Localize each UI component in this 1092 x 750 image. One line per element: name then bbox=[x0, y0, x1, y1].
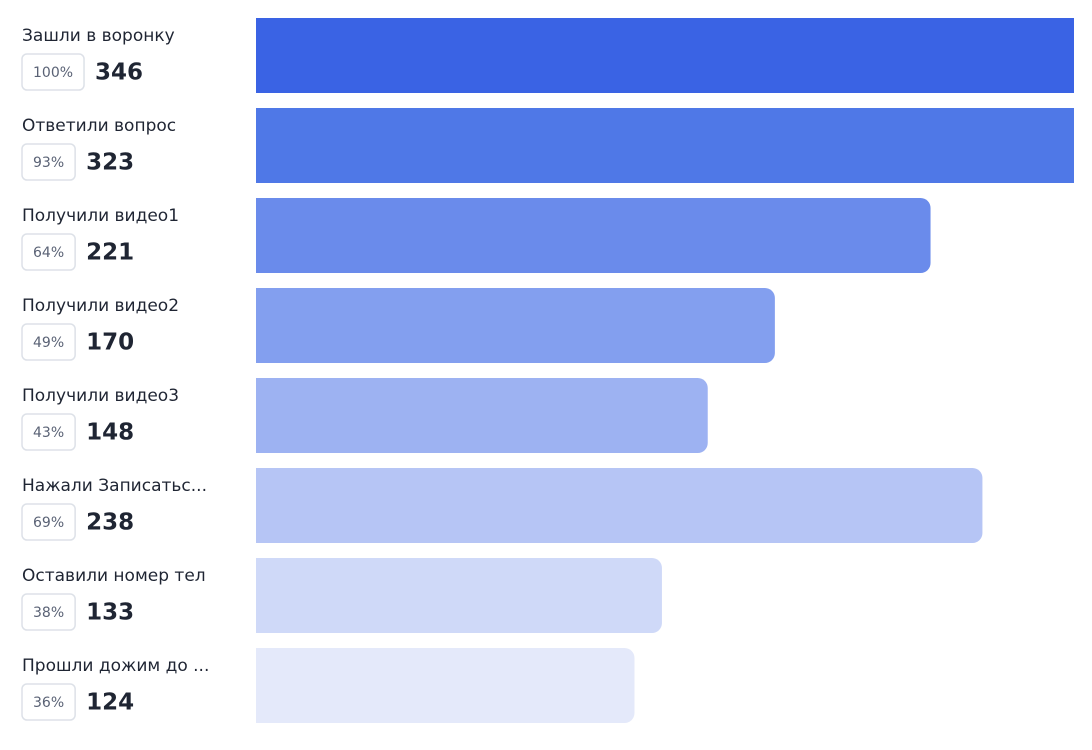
stage-label: Оставили номер тел bbox=[22, 566, 206, 586]
share-label: 100% bbox=[33, 65, 73, 81]
share-label: 49% bbox=[33, 335, 64, 351]
share-badge bbox=[21, 143, 76, 181]
stage-label: Ответили вопрос bbox=[22, 116, 176, 136]
stage-label: Получили видео2 bbox=[22, 296, 179, 316]
bar bbox=[256, 468, 983, 543]
bars bbox=[256, 18, 1074, 723]
value-label: 124 bbox=[86, 690, 134, 716]
share-badge bbox=[21, 323, 76, 361]
value-label: 170 bbox=[86, 330, 134, 356]
bar bbox=[256, 18, 1074, 93]
bar bbox=[256, 108, 1074, 183]
value-label: 148 bbox=[86, 420, 134, 446]
bar bbox=[256, 558, 662, 633]
bar bbox=[256, 198, 931, 273]
stage-label: Прошли дожим до ... bbox=[22, 656, 209, 676]
value-label: 133 bbox=[86, 600, 134, 626]
stage-label: Получили видео3 bbox=[22, 386, 179, 406]
bar bbox=[256, 648, 635, 723]
share-label: 93% bbox=[33, 155, 64, 171]
value-label: 323 bbox=[86, 150, 134, 176]
share-label: 36% bbox=[33, 695, 64, 711]
value-label: 238 bbox=[86, 510, 134, 536]
stage-label: Получили видео1 bbox=[22, 206, 179, 226]
share-label: 38% bbox=[33, 605, 64, 621]
share-badge bbox=[21, 413, 76, 451]
share-badge bbox=[21, 233, 76, 271]
share-label: 64% bbox=[33, 245, 64, 261]
share-label: 43% bbox=[33, 425, 64, 441]
share-badge bbox=[21, 503, 76, 541]
share-label: 69% bbox=[33, 515, 64, 531]
share-badge bbox=[21, 683, 76, 721]
value-label: 346 bbox=[95, 60, 143, 86]
bar bbox=[256, 378, 708, 453]
share-badge bbox=[21, 593, 76, 631]
bar bbox=[256, 288, 775, 363]
share-badge bbox=[21, 53, 85, 91]
stage-label: Зашли в воронку bbox=[22, 26, 175, 46]
stage-label: Нажали Записатьс... bbox=[22, 476, 207, 496]
value-label: 221 bbox=[86, 240, 134, 266]
